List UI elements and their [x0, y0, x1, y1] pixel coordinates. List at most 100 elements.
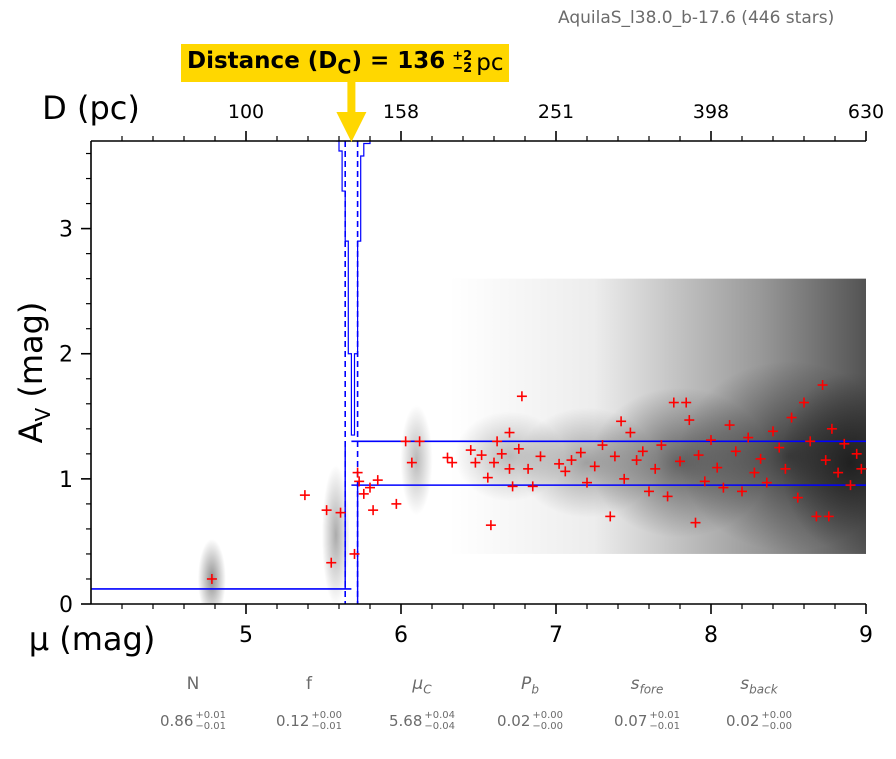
- star-marker: [681, 397, 692, 408]
- star-marker: [492, 436, 503, 447]
- field-label: AquilaS_l38.0_b-17.6 (446 stars): [558, 8, 835, 28]
- star-marker: [414, 436, 425, 447]
- star-marker: [845, 480, 856, 491]
- distance-value: ) = 136: [351, 47, 446, 74]
- star-marker: [737, 486, 747, 497]
- density-blob: [780, 372, 866, 553]
- x-tick-label: 5: [239, 623, 253, 648]
- param-s-fore: sfore 0.07 +0.01 −0.01: [587, 672, 707, 732]
- param-p-b: Pb 0.02 +0.00 −0.00: [470, 672, 590, 732]
- star-marker: [513, 443, 524, 454]
- x-axis-label: μ (mag): [29, 620, 156, 658]
- star-marker: [516, 391, 527, 402]
- star-marker: [368, 505, 379, 516]
- model-lines: [91, 141, 866, 604]
- param-value: 0.12: [275, 712, 310, 730]
- star-marker: [406, 457, 417, 468]
- star-marker: [326, 557, 337, 568]
- density-blob: [197, 538, 226, 604]
- star-marker: [631, 455, 642, 466]
- star-marker: [820, 455, 831, 466]
- star-marker: [761, 477, 772, 488]
- top-tick-label: 630: [848, 101, 884, 123]
- star-marker: [372, 475, 383, 486]
- star-marker: [206, 573, 217, 584]
- star-marker: [504, 463, 515, 474]
- param-plus: +0.00: [532, 710, 564, 721]
- star-marker: [637, 446, 648, 457]
- star-marker: [755, 453, 766, 464]
- star-marker: [718, 482, 729, 493]
- star-marker: [712, 462, 723, 473]
- star-marker: [554, 458, 565, 469]
- star-marker: [805, 436, 816, 447]
- param-minus: −0.01: [195, 721, 227, 732]
- axis-labels: 5 6 7 8 9 0 1 2 3 100 158 251 398 630 μ (mag) D (pc) AV …: [12, 89, 884, 658]
- density-blob: [400, 405, 433, 516]
- star-marker: [768, 426, 778, 437]
- star-marker: [851, 448, 862, 459]
- param-mu-c: μC 5.68 +0.04 −0.04: [362, 672, 482, 732]
- param-name: sback: [740, 674, 778, 697]
- star-marker: [625, 427, 636, 438]
- star-marker: [299, 490, 310, 501]
- star-marker: [675, 456, 685, 467]
- star-marker: [817, 380, 828, 391]
- star-marker: [730, 446, 741, 457]
- star-marker: [856, 463, 867, 474]
- star-marker: [597, 440, 608, 451]
- arrow-head: [336, 112, 367, 142]
- star-marker: [335, 507, 346, 518]
- star-marker: [693, 450, 704, 461]
- param-value: 5.68: [388, 712, 423, 730]
- star-marker: [535, 451, 546, 462]
- density-map: [197, 278, 866, 604]
- param-plus: +0.04: [424, 710, 456, 721]
- star-marker: [690, 517, 701, 528]
- density-blob: [454, 411, 565, 502]
- top-tick-label: 398: [693, 101, 729, 123]
- star-marker: [352, 467, 363, 478]
- star-marker: [358, 488, 369, 499]
- param-plus: +0.01: [195, 710, 227, 721]
- star-marker: [774, 442, 785, 453]
- x-tick-label: 9: [859, 623, 873, 648]
- distance-error-minus: −2: [452, 61, 473, 76]
- star-marker: [792, 492, 803, 503]
- top-tick-label: 251: [538, 101, 574, 123]
- y-tick-label: 2: [59, 343, 73, 368]
- star-marker: [349, 548, 360, 559]
- param-name: sfore: [630, 674, 664, 697]
- y-tick-label: 3: [59, 218, 73, 243]
- star-marker: [321, 505, 332, 516]
- star-marker: [668, 397, 679, 408]
- star-marker: [365, 482, 375, 493]
- star-marker: [447, 457, 458, 468]
- star-marker: [650, 463, 661, 474]
- param-minus: −0.01: [311, 721, 343, 732]
- top-axis-label: D (pc): [42, 89, 140, 127]
- star-marker: [504, 427, 515, 438]
- star-marker: [485, 520, 496, 531]
- star-marker: [662, 491, 673, 502]
- star-marker: [833, 467, 844, 478]
- param-minus: −0.01: [649, 721, 681, 732]
- top-tick-label: 158: [383, 101, 419, 123]
- star-marker: [482, 472, 493, 483]
- top-tick-label: 100: [228, 101, 264, 123]
- x-tick-label: 6: [394, 623, 408, 648]
- star-marker: [839, 438, 850, 449]
- param-name: f: [306, 674, 312, 694]
- star-marker: [823, 511, 834, 522]
- distance-unit: pc: [476, 50, 504, 76]
- star-marker: [706, 435, 716, 446]
- distance-error-plus: +2: [452, 49, 473, 64]
- star-marker: [780, 463, 791, 474]
- distance-box: Distance (DC) = 136 +2 −2 pc: [181, 44, 510, 82]
- param-plus: +0.01: [649, 710, 681, 721]
- star-marker: [616, 416, 627, 427]
- posterior-histogram: [335, 141, 371, 436]
- star-marker: [786, 412, 797, 423]
- star-marker: [799, 397, 809, 408]
- y-axis-label: AV (mag): [12, 302, 55, 444]
